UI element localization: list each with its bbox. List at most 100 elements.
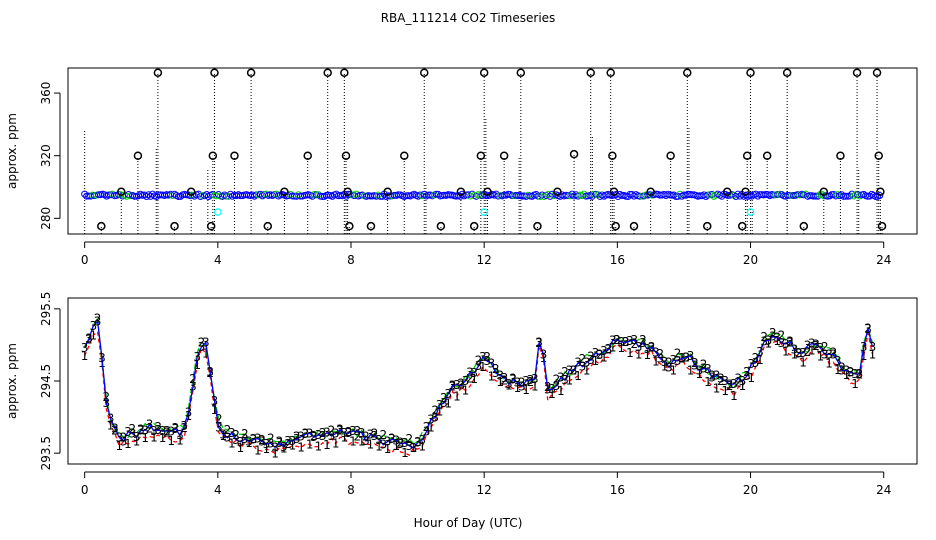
- series-3-marker: 3: [228, 426, 236, 440]
- series-2-marker: 2: [397, 436, 405, 450]
- series-3-marker: 3: [310, 430, 318, 444]
- outlier-point: [303, 151, 312, 160]
- series-2-marker: 2: [284, 437, 292, 451]
- series-1-marker: 1: [713, 382, 721, 396]
- series-1-marker: 1: [791, 348, 799, 362]
- series-3-marker: 3: [289, 434, 297, 448]
- series-3-marker: 3: [466, 366, 474, 380]
- series-3-marker: 3: [328, 429, 336, 443]
- series-1-marker: 1: [315, 440, 323, 454]
- series-3-marker: 3: [163, 424, 171, 438]
- series-1-marker: 1: [124, 437, 132, 451]
- series-2-marker: 2: [674, 347, 682, 361]
- series-3-marker: 3: [340, 426, 348, 440]
- series-2-marker: 2: [328, 424, 336, 438]
- series-2-marker: 2: [475, 354, 483, 368]
- top-y-axis-label: approx. ppm: [5, 113, 19, 189]
- outlier-point: [117, 187, 126, 196]
- outlier-point: [479, 68, 489, 77]
- series-3-marker: 3: [838, 363, 846, 377]
- outlier-point: [208, 151, 218, 160]
- outlier-point: [366, 221, 376, 231]
- outlier-point: [153, 68, 163, 77]
- series-2-marker: 2: [379, 428, 387, 442]
- series-3-marker: 3: [583, 355, 591, 369]
- series-3-marker: 3: [747, 357, 755, 371]
- series-3-marker: 3: [371, 429, 379, 443]
- series-3-marker: 3: [475, 359, 483, 373]
- series-3-marker: 3: [704, 362, 712, 376]
- series-1-marker: 1: [704, 375, 712, 389]
- top-x-tick-label: 20: [743, 253, 758, 267]
- series-3-marker: 3: [830, 347, 838, 361]
- outlier-point: [133, 151, 143, 160]
- series-3-marker: 3: [708, 371, 716, 385]
- series-1-marker: 1: [263, 442, 271, 456]
- series-3-marker: 3: [154, 423, 162, 437]
- series-1-marker: 1: [193, 358, 201, 372]
- series-2-marker: 2: [172, 421, 180, 435]
- series-3-marker: 3: [232, 433, 240, 447]
- outlier-point: [469, 221, 479, 231]
- series-1-marker: 1: [609, 341, 617, 355]
- series-2-marker: 2: [258, 433, 266, 447]
- series-3-marker: 3: [617, 335, 625, 349]
- series-2-marker: 2: [769, 326, 777, 340]
- outlier-point: [852, 68, 862, 77]
- series-2-marker: 2: [700, 357, 708, 371]
- series-2-marker: 2: [656, 347, 664, 361]
- series-3-marker: 3: [752, 356, 760, 370]
- series-3-marker: 3: [531, 372, 539, 386]
- series-2-marker: 2: [336, 424, 344, 438]
- series-2-marker: 2: [241, 427, 249, 441]
- series-3-marker: 3: [211, 394, 219, 408]
- series-1-marker: 1: [375, 440, 383, 454]
- series-3-marker: 3: [566, 363, 574, 377]
- series-2-marker: 2: [483, 350, 491, 364]
- outlier-point: [586, 68, 595, 77]
- series-3-marker: 3: [509, 373, 517, 387]
- series-1-marker: 1: [271, 446, 279, 460]
- series-1-marker: 1: [479, 360, 487, 374]
- series-1-marker: 1: [297, 440, 305, 454]
- series-3-marker: 3: [726, 377, 734, 391]
- series-3-marker: 3: [137, 423, 145, 437]
- series-1-marker: 1: [652, 355, 660, 369]
- outlier-point: [629, 221, 639, 231]
- series-1-marker: 1: [384, 442, 392, 456]
- top-x-tick-label: 24: [876, 253, 891, 267]
- series-3-marker: 3: [864, 322, 872, 336]
- data-point: [872, 192, 880, 200]
- series-3-marker: 3: [535, 335, 543, 349]
- bottom-y-tick-label: 295.5: [39, 292, 53, 326]
- chart-title: RBA_111214 CO2 Timeseries: [381, 11, 556, 25]
- series-3-marker: 3: [609, 333, 617, 347]
- series-3-marker: 3: [734, 371, 742, 385]
- series-2-marker: 2: [440, 391, 448, 405]
- series-2-marker: 2: [232, 428, 240, 442]
- outlier-point: [246, 68, 256, 77]
- bottom-x-tick-label: 0: [81, 483, 89, 497]
- outlier-point: [400, 151, 409, 160]
- series-3-marker: 3: [514, 376, 522, 390]
- bottom-x-tick-label: 20: [743, 483, 758, 497]
- series-3-marker: 3: [786, 335, 794, 349]
- outlier-point: [476, 151, 486, 160]
- series-3-marker: 3: [548, 382, 556, 396]
- series-3-marker: 3: [219, 428, 227, 442]
- series-3-marker: 3: [821, 347, 829, 361]
- series-3-marker: 3: [379, 438, 387, 452]
- outlier-point: [666, 151, 675, 160]
- series-3-marker: 3: [643, 342, 651, 356]
- series-3-marker: 3: [202, 336, 210, 350]
- series-3-marker: 3: [427, 412, 435, 426]
- series-3-marker: 3: [146, 418, 154, 432]
- series-2-marker: 2: [579, 352, 587, 366]
- series-1-marker: 1: [782, 345, 790, 359]
- outlier-point: [737, 221, 747, 231]
- series-3-marker: 3: [592, 346, 600, 360]
- series-3-marker: 3: [587, 353, 595, 367]
- series-3-marker: 3: [483, 354, 491, 368]
- series-1-marker: 1: [851, 377, 859, 391]
